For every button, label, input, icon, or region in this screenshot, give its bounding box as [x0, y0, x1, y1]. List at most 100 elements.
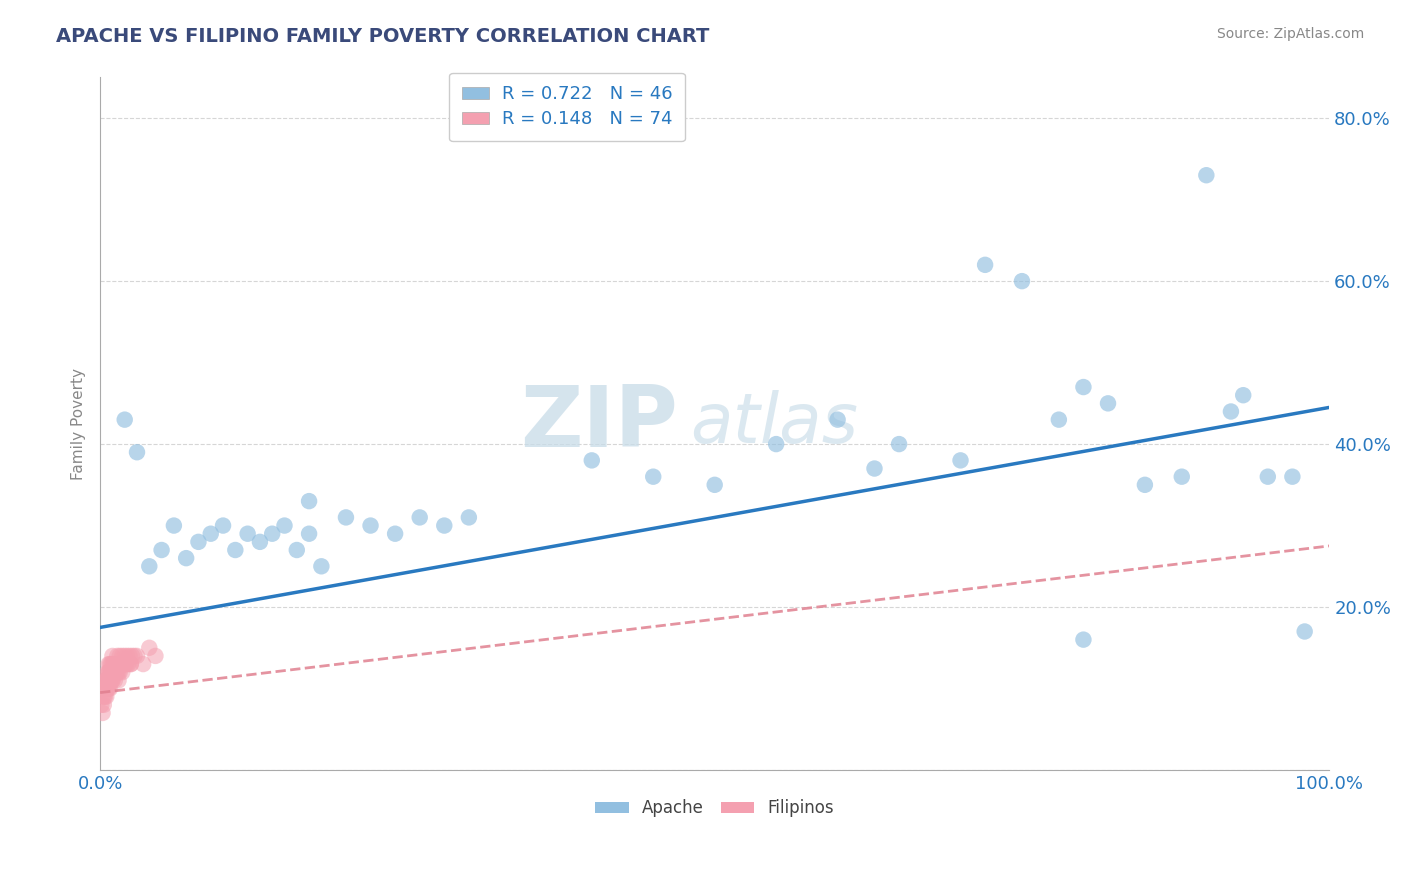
Point: [97, 657, 120, 671]
Y-axis label: Family Poverty: Family Poverty: [72, 368, 86, 480]
Point: [125, 445, 148, 459]
Point: [212, 518, 235, 533]
Point: [93, 681, 115, 696]
Point: [262, 526, 284, 541]
Point: [863, 461, 886, 475]
Point: [107, 665, 129, 680]
Point: [103, 657, 125, 671]
Point: [101, 665, 124, 680]
Point: [98, 673, 121, 688]
Point: [1073, 632, 1095, 647]
Point: [100, 657, 122, 671]
Point: [236, 526, 259, 541]
Text: APACHE VS FILIPINO FAMILY POVERTY CORRELATION CHART: APACHE VS FILIPINO FAMILY POVERTY CORREL…: [56, 27, 710, 45]
Point: [98, 657, 121, 671]
Point: [1232, 388, 1254, 402]
Point: [138, 559, 160, 574]
Point: [457, 510, 479, 524]
Legend: Apache, Filipinos: Apache, Filipinos: [589, 793, 841, 824]
Point: [101, 673, 124, 688]
Point: [150, 543, 173, 558]
Point: [115, 648, 138, 663]
Point: [1073, 380, 1095, 394]
Point: [703, 478, 725, 492]
Point: [117, 657, 139, 671]
Point: [974, 258, 997, 272]
Point: [115, 657, 138, 671]
Point: [174, 551, 197, 566]
Point: [285, 543, 308, 558]
Point: [96, 681, 118, 696]
Point: [93, 690, 115, 704]
Text: Source: ZipAtlas.com: Source: ZipAtlas.com: [1216, 27, 1364, 41]
Point: [335, 510, 357, 524]
Point: [96, 690, 118, 704]
Point: [1219, 404, 1241, 418]
Point: [107, 673, 129, 688]
Point: [1281, 469, 1303, 483]
Point: [98, 681, 121, 696]
Point: [90, 698, 112, 712]
Point: [887, 437, 910, 451]
Point: [120, 657, 142, 671]
Point: [105, 648, 128, 663]
Point: [105, 665, 128, 680]
Point: [101, 648, 124, 663]
Point: [108, 648, 131, 663]
Point: [581, 453, 603, 467]
Point: [121, 648, 143, 663]
Point: [94, 681, 117, 696]
Point: [224, 543, 246, 558]
Point: [105, 657, 128, 671]
Point: [96, 673, 118, 688]
Point: [104, 673, 127, 688]
Point: [765, 437, 787, 451]
Point: [112, 657, 135, 671]
Point: [433, 518, 456, 533]
Point: [1011, 274, 1033, 288]
Point: [96, 681, 118, 696]
Point: [96, 673, 118, 688]
Point: [101, 657, 124, 671]
Point: [1257, 469, 1279, 483]
Point: [91, 690, 114, 704]
Point: [96, 673, 118, 688]
Point: [114, 657, 136, 671]
Point: [107, 657, 129, 671]
Point: [98, 673, 121, 688]
Point: [97, 681, 120, 696]
Point: [827, 412, 849, 426]
Point: [98, 665, 121, 680]
Point: [110, 657, 132, 671]
Point: [138, 640, 160, 655]
Point: [96, 681, 118, 696]
Point: [1097, 396, 1119, 410]
Point: [115, 657, 138, 671]
Point: [108, 665, 131, 680]
Point: [100, 665, 122, 680]
Point: [97, 665, 120, 680]
Point: [105, 665, 128, 680]
Point: [118, 648, 141, 663]
Text: atlas: atlas: [690, 390, 858, 458]
Point: [409, 510, 432, 524]
Point: [949, 453, 972, 467]
Point: [105, 665, 128, 680]
Point: [1195, 168, 1218, 182]
Point: [311, 559, 333, 574]
Point: [298, 526, 321, 541]
Point: [298, 494, 321, 508]
Point: [110, 657, 132, 671]
Point: [104, 657, 127, 671]
Text: ZIP: ZIP: [520, 382, 678, 466]
Point: [114, 412, 136, 426]
Point: [1047, 412, 1070, 426]
Point: [200, 526, 222, 541]
Point: [94, 681, 117, 696]
Point: [163, 518, 186, 533]
Point: [104, 665, 127, 680]
Point: [93, 698, 115, 712]
Point: [1294, 624, 1316, 639]
Point: [187, 534, 209, 549]
Point: [103, 665, 125, 680]
